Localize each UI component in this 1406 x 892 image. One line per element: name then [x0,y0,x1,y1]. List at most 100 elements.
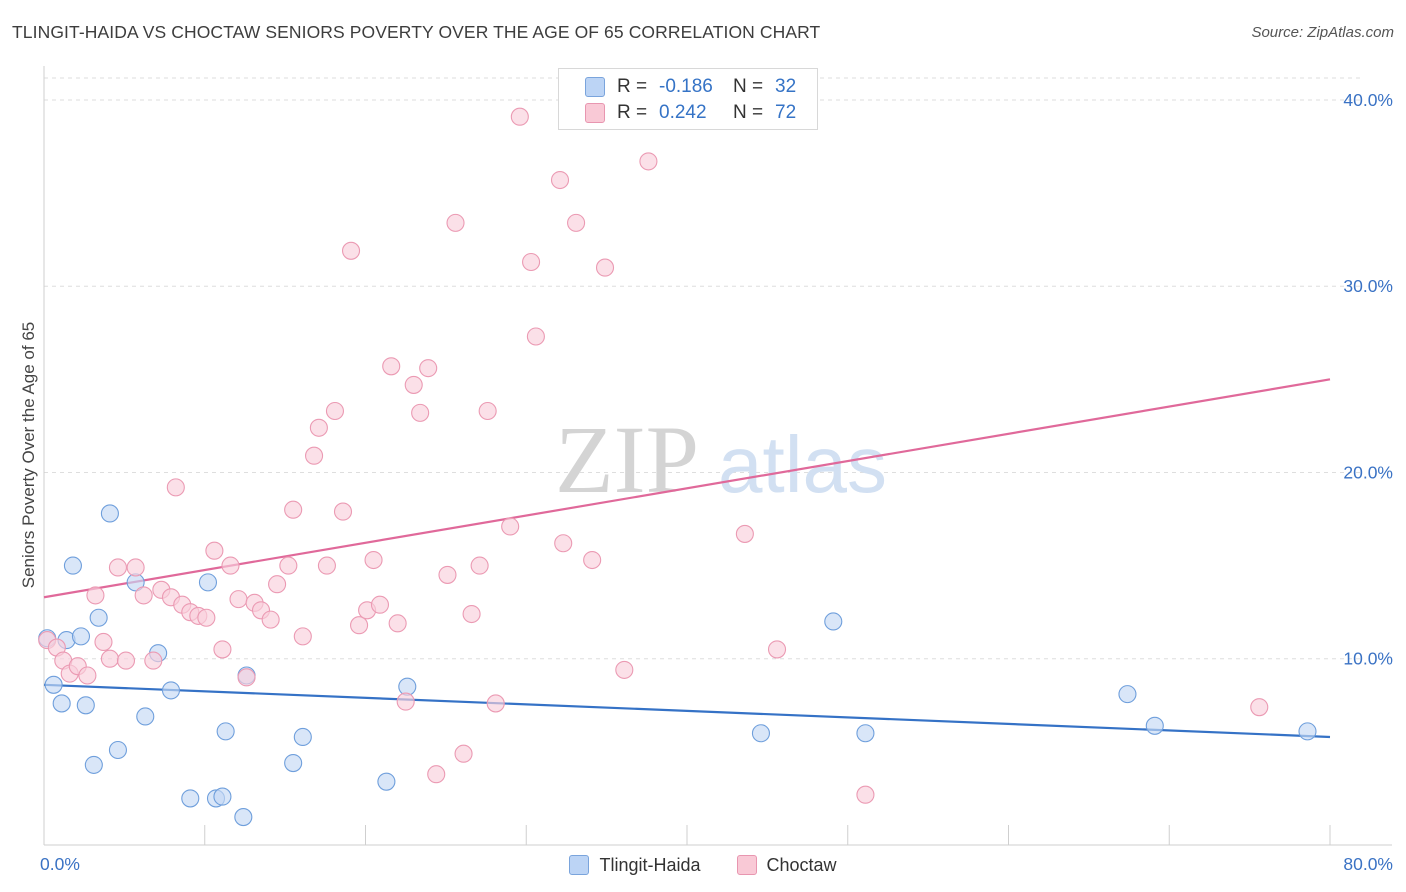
point-tlingit-haida [198,573,218,592]
point-choctaw [554,534,573,553]
point-choctaw [446,213,465,232]
point-tlingit-haida [751,724,770,743]
point-choctaw [370,595,390,614]
point-choctaw [501,517,520,536]
point-choctaw [595,258,615,277]
point-choctaw [438,565,457,584]
legend-label-tlingit-haida: Tlingit-Haida [599,854,701,875]
legend-label-choctaw: Choctaw [766,854,837,875]
point-choctaw [462,604,481,624]
trend-lines [43,378,1331,739]
point-choctaw [427,765,446,784]
point-tlingit-haida [293,727,312,747]
point-choctaw [419,359,438,378]
point-tlingit-haida [216,722,235,741]
point-choctaw [108,558,127,577]
point-tlingit-haida [136,707,155,726]
point-choctaw [237,668,256,687]
point-choctaw [317,556,336,575]
point-choctaw [454,744,473,763]
point-tlingit-haida [856,724,875,743]
n-label: N = [733,76,764,97]
r-label: R = [617,102,648,123]
point-choctaw [261,610,280,629]
point-choctaw [213,640,232,659]
y-tick-label: 20.0% [1343,462,1393,482]
point-choctaw [78,666,97,685]
x-tick-label: 80.0% [1343,854,1393,874]
point-tlingit-haida [84,755,103,774]
point-tlingit-haida [1118,685,1137,704]
y-tick-label: 10.0% [1343,649,1393,669]
point-choctaw [144,651,163,670]
swatch-tlingit-haida [585,77,605,97]
point-tlingit-haida [377,772,396,791]
point-choctaw [411,403,430,422]
point-choctaw [279,556,298,575]
point-choctaw [856,785,875,804]
r-value: -0.186 [659,76,713,97]
watermark-zip: ZIP [555,406,699,513]
point-choctaw [94,632,113,652]
point-choctaw [205,541,224,560]
point-choctaw [396,692,415,711]
point-choctaw [126,558,145,577]
r-label: R = [617,76,648,97]
legend-swatch-choctaw [736,855,757,875]
point-choctaw [86,586,105,605]
point-choctaw [229,590,248,609]
n-value: 32 [775,76,797,97]
point-tlingit-haida [1298,722,1317,741]
swatch-choctaw [585,103,605,123]
point-choctaw [404,375,423,394]
point-choctaw [341,241,361,260]
axes [43,66,1392,846]
point-choctaw [166,478,185,497]
point-choctaw [197,608,216,627]
point-choctaw [100,649,119,668]
point-choctaw [293,627,312,646]
point-tlingit-haida [71,627,91,646]
stats-row-choctaw: R = 0.242 N = 72 [585,100,796,126]
legend-item-tlingit-haida: Tlingit-Haida [569,854,701,876]
point-tlingit-haida [63,556,82,575]
point-choctaw [134,586,153,605]
point-choctaw [388,614,407,633]
point-choctaw [284,500,303,519]
source-label: Source: ZipAtlas.com [1251,24,1394,41]
watermark-atlas: atlas [718,420,887,509]
point-choctaw [268,575,287,594]
stats-legend: R = -0.186 N = 32 R = 0.242 N = 72 [558,68,818,130]
point-tlingit-haida [89,608,108,627]
point-choctaw [550,170,570,190]
y-axis-label: Seniors Poverty Over the Age of 65 [19,322,38,588]
point-choctaw [382,357,401,376]
point-tlingit-haida [284,753,303,773]
point-choctaw [333,502,353,521]
point-choctaw [364,550,383,570]
point-choctaw [639,152,658,171]
point-choctaw [567,213,586,232]
watermark: ZIP atlas [555,406,887,513]
point-tlingit-haida [213,787,232,806]
point-choctaw [470,556,489,575]
point-choctaw [221,556,240,575]
point-choctaw [526,327,545,346]
point-choctaw [510,107,529,126]
y-tick-label: 40.0% [1343,90,1393,110]
point-choctaw [1250,698,1269,717]
data-points [38,107,1317,827]
n-value: 72 [775,102,797,123]
grid [44,77,1360,660]
stats-row-tlingit-haida: R = -0.186 N = 32 [585,74,796,100]
legend-item-choctaw: Choctaw [736,854,837,876]
point-tlingit-haida [824,612,843,631]
point-choctaw [478,401,497,421]
point-tlingit-haida [398,677,417,696]
trend-line-choctaw [43,378,1331,599]
tick-labels: 10.0% 20.0% 30.0% 40.0% 0.0% 80.0% [40,90,1393,874]
point-choctaw [615,660,634,679]
point-tlingit-haida [52,694,71,713]
legend-swatch-tlingit-haida [569,855,590,875]
